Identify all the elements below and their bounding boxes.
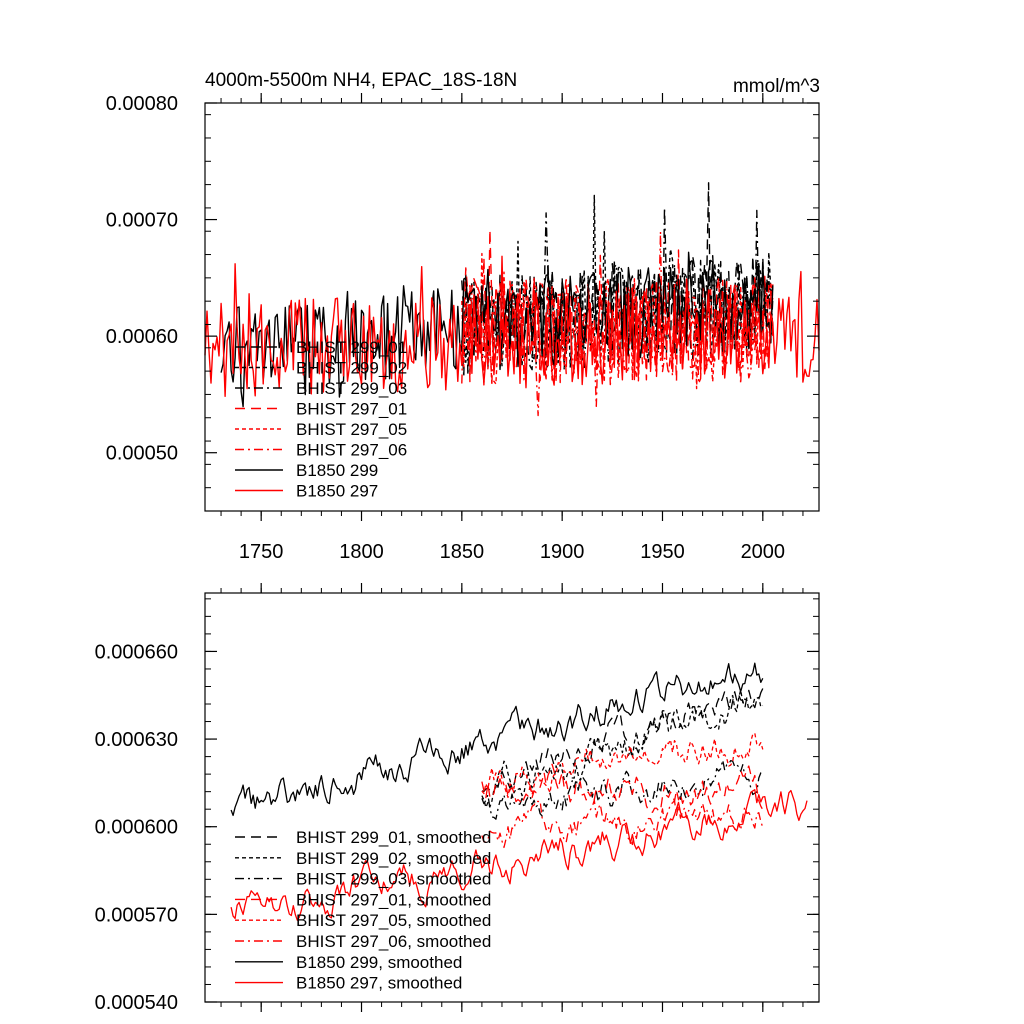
x-tick-label: 1900	[540, 541, 585, 563]
legend-label-4: BHIST 297_01, smoothed	[296, 890, 491, 909]
chart-title: 4000m-5500m NH4, EPAC_18S-18N	[205, 70, 517, 91]
legend-label-6: BHIST 297_06, smoothed	[296, 932, 491, 951]
series-line-7	[230, 662, 764, 817]
y-tick-label: 0.00050	[106, 443, 178, 465]
legend-label-3: BHIST 299_03	[296, 379, 407, 398]
legend-label-8: B1850 297, smoothed	[296, 974, 462, 993]
legend-label-6: BHIST 297_06	[296, 441, 407, 460]
series-line-2	[481, 689, 764, 809]
legend-label-5: BHIST 297_05	[296, 420, 407, 439]
units-label: mmol/m^3	[733, 76, 820, 97]
bottom-series-group	[230, 662, 808, 921]
bottom-legend: BHIST 299_01, smoothed BHIST 299_02, smoo…	[235, 828, 491, 993]
x-tick-label: 1850	[440, 541, 485, 563]
y-tick-label: 0.00060	[106, 326, 178, 348]
y-tick-label: 0.000600	[95, 817, 178, 839]
legend-label-4: BHIST 297_01	[296, 400, 407, 419]
legend-label-3: BHIST 299_03, smoothed	[296, 870, 491, 889]
bottom-axes: 0.000660 0.000630 0.000600 0.000570 0.000540	[95, 583, 819, 1014]
top-series-group	[204, 182, 820, 417]
series-line-5	[481, 732, 764, 799]
top-axes: 0.00080 0.00070 0.00060 0.00050 1750 1800 1850…	[106, 93, 819, 563]
series-line-8	[230, 789, 808, 921]
y-tick-label: 0.000540	[95, 992, 178, 1014]
y-tick-label: 0.000570	[95, 904, 178, 926]
legend-label-7: B1850 299	[296, 461, 378, 480]
series-line-5	[461, 252, 774, 390]
legend-label-2: BHIST 299_02, smoothed	[296, 849, 491, 868]
y-tick-label: 0.00070	[106, 210, 178, 232]
legend-label-1: BHIST 299_01, smoothed	[296, 828, 491, 847]
y-tick-label: 0.000660	[95, 641, 178, 663]
series-line-6	[481, 799, 764, 849]
x-tick-label: 2000	[741, 541, 786, 563]
bottom-plot-frame	[204, 592, 820, 1003]
x-tick-label: 1800	[339, 541, 384, 563]
series-line-6	[461, 231, 774, 417]
legend-label-2: BHIST 299_02	[296, 359, 407, 378]
x-tick-label: 1750	[239, 541, 284, 563]
legend-label-1: BHIST 299_01	[296, 338, 407, 357]
top-plot-frame	[204, 102, 820, 512]
x-tick-label: 1950	[640, 541, 685, 563]
series-line-4	[481, 763, 764, 813]
y-tick-label: 0.00080	[106, 93, 178, 115]
legend-label-7: B1850 299, smoothed	[296, 953, 462, 972]
series-line-8	[204, 255, 820, 397]
y-tick-label: 0.000630	[95, 729, 178, 751]
legend-label-5: BHIST 297_05, smoothed	[296, 911, 491, 930]
legend-label-8: B1850 297	[296, 482, 378, 501]
top-panel: 4000m-5500m NH4, EPAC_18S-18N mmol/m^3 0…	[106, 70, 820, 563]
bottom-panel: 0.000660 0.000630 0.000600 0.000570 0.000540…	[95, 583, 820, 1014]
